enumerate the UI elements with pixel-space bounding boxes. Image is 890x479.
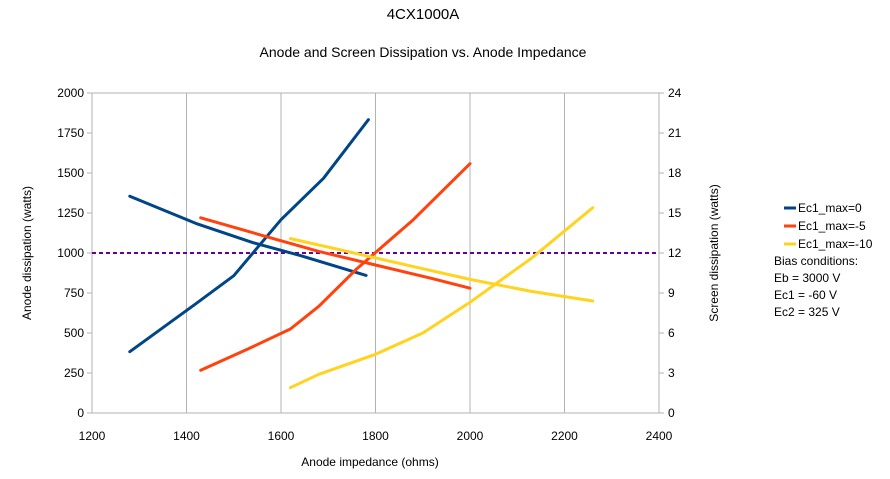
chart-subtitle: Anode and Screen Dissipation vs. Anode I…: [260, 44, 587, 60]
x-tick-label: 1400: [173, 429, 200, 443]
x-tick-label: 1800: [362, 429, 389, 443]
x-tick-label: 1600: [268, 429, 295, 443]
legend: Ec1_max=0 Ec1_max=-5 Ec1_max=-10: [784, 201, 873, 251]
y2-axis-label: Screen dissipation (watts): [707, 184, 721, 321]
anode-line-ec1-max-10: [288, 237, 595, 303]
y2-tick-label: 18: [668, 166, 682, 180]
screen-line-ec1-max-10: [288, 206, 595, 390]
x-tick-label: 2400: [646, 429, 673, 443]
legend-label-ec1-5: Ec1_max=-5: [798, 219, 866, 233]
y-tick-label: 250: [64, 366, 84, 380]
y2-tick-label: 9: [668, 286, 675, 300]
y-tick-label: 1000: [57, 246, 84, 260]
anode-line-ec1-max-0: [128, 194, 368, 277]
tick-labels: 1200 1400 1600 1800 2000 2200 2400 0 250 500 750 10…: [57, 86, 681, 443]
note-line-2: Eb = 3000 V: [774, 271, 840, 285]
y-tick-label: 0: [77, 406, 84, 420]
y2-tick-label: 6: [668, 326, 675, 340]
series-lines: [128, 118, 595, 390]
y2-tick-label: 24: [668, 86, 682, 100]
legend-label-ec1-0: Ec1_max=0: [798, 201, 862, 215]
y2-tick-label: 3: [668, 366, 675, 380]
x-tick-label: 2000: [457, 429, 484, 443]
screen-line-ec1-max-0: [128, 118, 370, 354]
y-tick-label: 750: [64, 286, 84, 300]
note-line-4: Ec2 = 325 V: [774, 305, 840, 319]
y-tick-label: 1250: [57, 206, 84, 220]
y2-tick-label: 15: [668, 206, 682, 220]
x-tick-label: 1200: [79, 429, 106, 443]
note-line-1: Bias conditions:: [774, 254, 858, 268]
y-tick-label: 1750: [57, 126, 84, 140]
anode-line-ec1-max-5: [199, 216, 472, 290]
y-tick-label: 1500: [57, 166, 84, 180]
note-line-3: Ec1 = -60 V: [774, 288, 837, 302]
y2-tick-label: 12: [668, 246, 682, 260]
x-tick-label: 2200: [551, 429, 578, 443]
legend-label-ec1-10: Ec1_max=-10: [798, 237, 873, 251]
y-axis-label: Anode dissipation (watts): [20, 186, 34, 320]
bias-conditions-note: Bias conditions: Eb = 3000 V Ec1 = -60 V…: [774, 254, 858, 319]
screen-line-ec1-max-5: [199, 162, 472, 372]
chart-title: 4CX1000A: [387, 6, 460, 23]
y2-tick-label: 21: [668, 126, 682, 140]
y-tick-label: 2000: [57, 86, 84, 100]
y-tick-label: 500: [64, 326, 84, 340]
x-axis-label: Anode impedance (ohms): [301, 455, 438, 469]
y2-tick-label: 0: [668, 406, 675, 420]
